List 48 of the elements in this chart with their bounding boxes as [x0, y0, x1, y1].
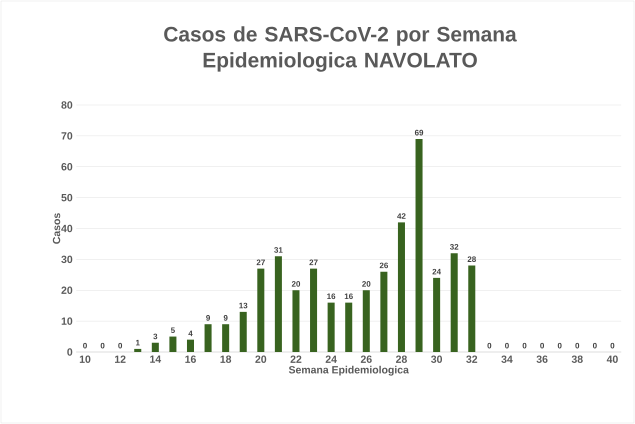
bar: [450, 253, 458, 352]
chart-title: Casos de SARS-CoV-2 por Semana Epidemiologica NAVOLATO: [164, 26, 517, 72]
y-tick-label: 10: [62, 317, 72, 325]
y-axis-title: Casos: [52, 213, 60, 244]
y-tick-label: 60: [61, 163, 72, 170]
x-tick-label: 26: [360, 356, 372, 363]
y-tick-label: 80: [61, 101, 72, 109]
y-tick-label: 70: [62, 132, 72, 140]
y-tick-label: 30: [61, 256, 72, 264]
x-tick-label: 16: [185, 356, 196, 363]
x-tick-label: 18: [220, 356, 232, 363]
bar: [416, 138, 423, 352]
x-tick-label: 22: [290, 356, 302, 363]
x-tick-label: 36: [536, 356, 548, 363]
bar: [433, 278, 440, 352]
bar: [468, 266, 476, 352]
bar: [362, 290, 370, 352]
y-tick-label: 20: [61, 286, 72, 294]
y-tick-label: 40: [61, 224, 72, 232]
x-tick-label: 32: [466, 356, 478, 363]
y-tick-label: 50: [61, 194, 72, 202]
x-tick-label: 10: [80, 356, 90, 363]
bar: [328, 302, 335, 352]
bar: [257, 268, 264, 352]
x-tick-label: 20: [255, 356, 266, 363]
bar: [186, 340, 194, 352]
bar: [398, 222, 405, 352]
bar: [169, 336, 176, 352]
bar: [380, 272, 388, 352]
x-tick-label: 14: [150, 356, 162, 363]
y-tick-label: 0: [67, 348, 72, 356]
x-axis-title: Semana Epidemiologica: [288, 366, 409, 376]
bar: [310, 268, 318, 352]
bar: [292, 290, 300, 352]
bar: [152, 342, 159, 352]
bar: [345, 302, 352, 352]
bar: [204, 324, 212, 352]
x-tick-label: 12: [115, 356, 126, 363]
bar: [274, 256, 282, 352]
bar: [134, 348, 142, 352]
bar: [240, 312, 247, 352]
bar: [222, 324, 230, 352]
x-tick-label: 34: [501, 356, 513, 363]
x-tick-label: 40: [606, 356, 618, 363]
x-tick-label: 38: [572, 356, 583, 363]
x-tick-label: 24: [326, 356, 337, 363]
x-tick-label: 28: [396, 356, 407, 363]
x-tick-label: 30: [431, 356, 442, 363]
